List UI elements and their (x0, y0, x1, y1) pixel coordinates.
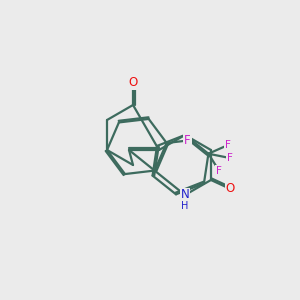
Text: O: O (128, 76, 138, 89)
Text: F: F (225, 140, 231, 150)
Text: F: F (216, 166, 222, 176)
Text: O: O (226, 182, 235, 196)
Text: F: F (184, 134, 191, 147)
Text: N: N (181, 188, 189, 202)
Text: H: H (181, 201, 189, 212)
Text: F: F (227, 153, 233, 163)
